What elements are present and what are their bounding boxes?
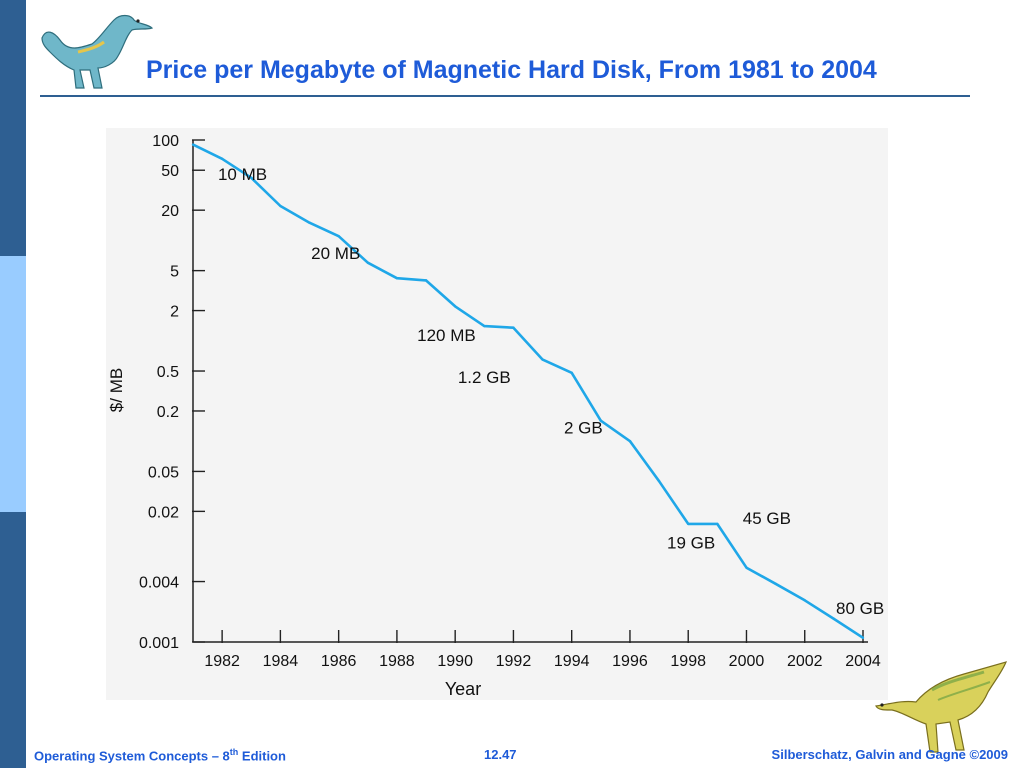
dinosaur-logo-icon: [34, 8, 158, 99]
capacity-label: 2 GB: [564, 418, 603, 437]
price-point: [745, 566, 748, 569]
price-point: [803, 599, 806, 602]
price-point: [191, 143, 195, 146]
chart-panel: 100 50 20 5 2 0.5 0.2 0.05 0.02 0.004 0.001 1982 19…: [106, 128, 888, 700]
capacity-label: 80 GB: [836, 599, 884, 618]
x-axis-ticks: 1982 1984 1986 1988 1990 1992 1994 1996 1998 2000…: [204, 630, 881, 670]
capacity-annotations: 10 MB 20 MB 120 MB 1.2 GB 2 GB 19 GB 45 GB 80 G…: [218, 165, 884, 618]
footer-copyright: Silberschatz, Galvin and Gagne ©2009: [771, 747, 1008, 762]
x-axis-label: Year: [445, 679, 481, 699]
slide-title: Price per Megabyte of Magnetic Hard Disk…: [146, 56, 877, 84]
y-tick-label: 100: [152, 133, 179, 150]
x-tick-label: 1992: [496, 653, 532, 670]
capacity-label: 45 GB: [743, 509, 791, 528]
price-point: [337, 235, 340, 238]
price-point: [308, 221, 311, 224]
price-point: [861, 636, 865, 640]
footer-edition-text: Edition: [238, 748, 286, 764]
price-point: [512, 326, 515, 329]
price-point: [628, 440, 632, 443]
price-point: [716, 522, 719, 526]
price-point: [541, 358, 544, 361]
title-divider: [40, 95, 970, 97]
y-tick-label: 2: [170, 304, 179, 321]
y-tick-label: 20: [161, 203, 179, 220]
x-tick-label: 1986: [321, 653, 357, 670]
y-tick-label: 5: [170, 264, 179, 281]
x-tick-label: 2002: [787, 653, 823, 670]
price-point: [570, 371, 573, 375]
price-line: [192, 143, 864, 639]
x-tick-label: 2004: [845, 653, 881, 670]
y-tick-label: 0.004: [139, 575, 179, 592]
price-point: [220, 157, 224, 160]
y-tick-label: 0.5: [157, 364, 179, 381]
price-series: [191, 143, 865, 640]
price-point: [483, 324, 486, 328]
price-point: [657, 479, 661, 483]
x-tick-label: 1994: [554, 653, 590, 670]
price-point: [832, 617, 836, 621]
capacity-label: 19 GB: [667, 534, 715, 553]
price-point: [250, 176, 253, 180]
y-axis-label: $/ MB: [107, 368, 126, 412]
y-axis: 100 50 20 5 2 0.5 0.2 0.05 0.02 0.004 0.001: [139, 133, 205, 652]
price-point: [453, 305, 457, 308]
footer-slide-number: 12.47: [484, 747, 517, 762]
y-tick-label: 0.2: [157, 404, 179, 421]
slide-sidebar-highlight: [0, 256, 26, 512]
price-point: [687, 522, 690, 526]
y-axis-ticks: 100 50 20 5 2 0.5 0.2 0.05 0.02 0.004 0.001: [139, 133, 205, 652]
y-tick-label: 0.05: [148, 464, 179, 481]
y-tick-label: 0.02: [148, 504, 179, 521]
x-axis: 1982 1984 1986 1988 1990 1992 1994 1996 1998 2000…: [193, 630, 881, 670]
price-point: [366, 261, 369, 264]
capacity-label: 120 MB: [417, 326, 476, 345]
x-tick-label: 1984: [263, 653, 299, 670]
price-point: [774, 582, 777, 585]
capacity-label: 10 MB: [218, 165, 267, 184]
footer-book-title-text: Operating System Concepts – 8: [34, 748, 230, 764]
capacity-label: 20 MB: [311, 244, 360, 263]
x-tick-label: 2000: [729, 653, 765, 670]
footer-book-title: Operating System Concepts – 8th Edition: [34, 747, 286, 763]
dinosaur-bottom-icon: [872, 660, 1012, 765]
y-tick-label: 50: [161, 163, 179, 180]
price-point: [395, 277, 399, 280]
slide-sidebar: [0, 0, 26, 768]
x-tick-label: 1990: [437, 653, 473, 670]
footer-edition-superscript: th: [229, 747, 239, 757]
price-point: [424, 279, 428, 282]
x-tick-label: 1982: [204, 653, 240, 670]
x-tick-label: 1998: [670, 653, 706, 670]
x-tick-label: 1996: [612, 653, 648, 670]
price-point: [279, 204, 282, 208]
x-tick-label: 1988: [379, 653, 415, 670]
price-point: [599, 419, 603, 422]
y-tick-label: 0.001: [139, 635, 179, 652]
capacity-label: 1.2 GB: [458, 368, 511, 387]
